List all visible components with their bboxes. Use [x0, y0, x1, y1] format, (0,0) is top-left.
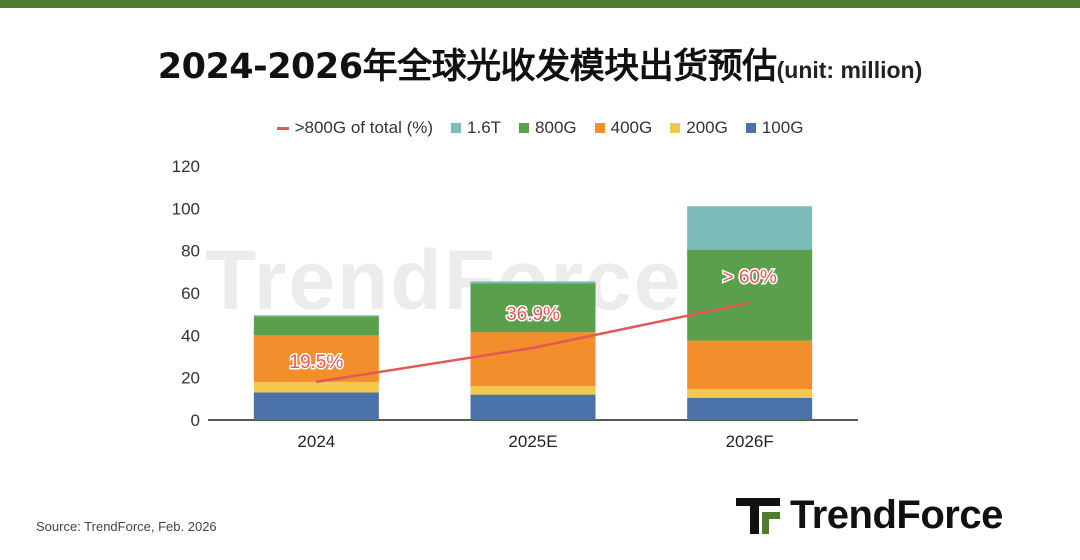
- legend-item-200g: 200G: [670, 118, 728, 138]
- brand-name: TrendForce: [790, 493, 1003, 537]
- source-note: Source: TrendForce, Feb. 2026: [36, 519, 217, 534]
- legend-item-1-6t: 1.6T: [451, 118, 501, 138]
- y-tick-label: 100: [172, 199, 200, 218]
- legend-label-200g: 200G: [686, 118, 728, 137]
- legend-label-100g: 100G: [761, 118, 804, 137]
- brand-logo: TrendForce: [736, 493, 1003, 538]
- bar-segment-800g-2024: [253, 316, 379, 336]
- x-tick-label: 2026F: [726, 432, 774, 451]
- y-tick-label: 120: [172, 157, 200, 176]
- bar-segment-800g-2025e: [470, 283, 596, 333]
- y-tick-label: 40: [181, 326, 200, 345]
- bar-segment-400g-2026f: [687, 340, 813, 390]
- legend-swatch-400g: [594, 123, 605, 133]
- y-tick-label: 0: [191, 411, 200, 430]
- line-data-label: > 60%: [722, 267, 777, 288]
- unit-label: (unit: million): [776, 57, 923, 83]
- watermark: TrendForce: [205, 233, 683, 327]
- line-data-label: 19.5%: [289, 352, 343, 373]
- y-tick-label: 20: [181, 369, 200, 388]
- legend-swatch-200g: [670, 123, 681, 133]
- bar-segment-200g-2026f: [687, 389, 813, 398]
- bar-segment-1-6t-2026f: [687, 206, 813, 250]
- legend-item-800g: 800G: [519, 118, 577, 138]
- x-tick-label: 2025E: [508, 432, 557, 451]
- legend: >800G of total (%) 1.6T 800G 400G 200G 1…: [0, 118, 1080, 138]
- legend-item-line: >800G of total (%): [276, 118, 434, 138]
- legend-label-1-6t: 1.6T: [467, 118, 502, 137]
- legend-label-line: >800G of total (%): [294, 118, 434, 137]
- y-tick-label: 60: [181, 284, 200, 303]
- legend-item-100g: 100G: [745, 118, 804, 138]
- legend-swatch-1-6t: [451, 123, 462, 133]
- bar-segment-100g-2024: [253, 392, 379, 420]
- line-share-800g-plus: [316, 301, 750, 384]
- legend-label-800g: 800G: [535, 118, 577, 137]
- bar-segment-800g-2026f: [687, 249, 813, 341]
- chart-title: 2024-2026年全球光收发模块出货预估(unit: million): [0, 38, 1080, 89]
- bar-segment-200g-2025e: [470, 386, 596, 395]
- top-accent-bar: [0, 0, 1080, 8]
- legend-swatch-line: [276, 126, 289, 130]
- bar-segment-100g-2025e: [470, 394, 596, 420]
- bar-segment-1-6t-2025e: [470, 281, 596, 284]
- legend-swatch-100g: [745, 123, 756, 133]
- line-data-label: 36.9%: [506, 304, 560, 325]
- y-tick-label: 80: [181, 242, 200, 261]
- title-text: 2024-2026年全球光收发模块出货预估: [157, 47, 777, 87]
- legend-swatch-800g: [519, 123, 530, 133]
- trendforce-logo-icon: [736, 497, 780, 534]
- bar-segment-400g-2025e: [470, 332, 596, 387]
- bar-segment-100g-2026f: [687, 397, 813, 420]
- bar-segment-1-6t-2024: [253, 315, 379, 317]
- bar-segment-200g-2024: [253, 381, 379, 393]
- legend-label-400g: 400G: [610, 118, 653, 137]
- x-tick-label: 2024: [297, 432, 335, 451]
- legend-item-400g: 400G: [594, 118, 653, 138]
